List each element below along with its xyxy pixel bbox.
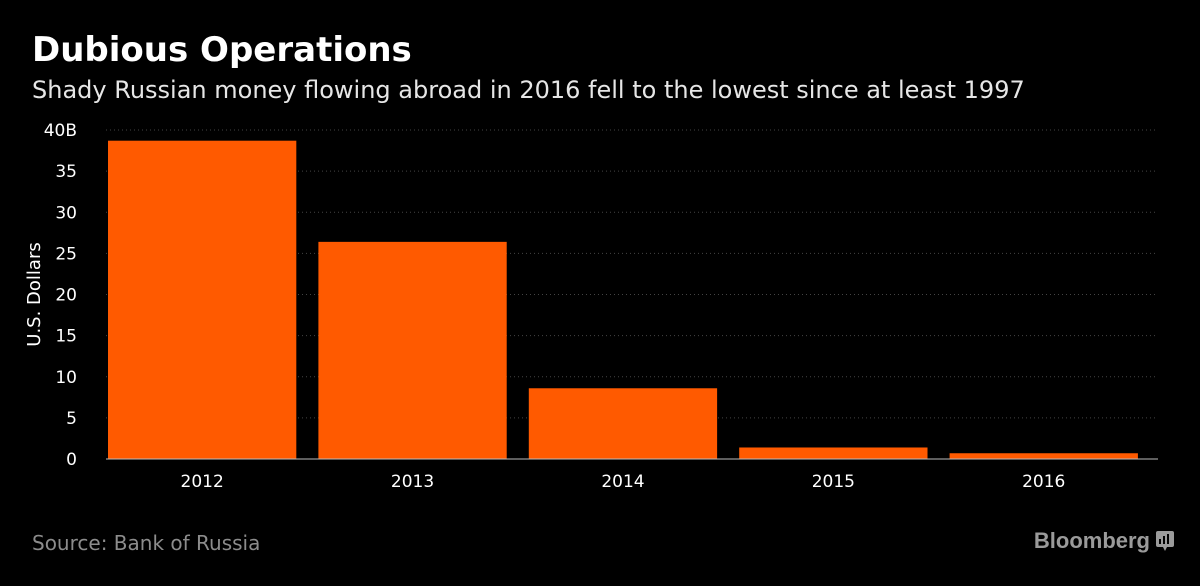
x-tick-label: 2012 [181, 472, 224, 492]
y-tick-label: 30 [55, 203, 77, 223]
bar-2013 [318, 241, 507, 459]
y-tick-label: 25 [55, 244, 77, 264]
y-tick-label: 20 [55, 286, 77, 306]
x-tick-label: 2016 [1022, 472, 1065, 492]
bar-2014 [528, 388, 718, 459]
y-axis-label: U.S. Dollars [24, 242, 45, 346]
x-tick-label: 2013 [391, 472, 434, 492]
x-tick-label: 2015 [812, 472, 855, 492]
y-tick-label: 0 [66, 450, 77, 470]
y-tick-label: 10 [55, 368, 77, 388]
chart-subtitle: Shady Russian money flowing abroad in 20… [32, 76, 1025, 104]
y-tick-label: 40B [44, 121, 77, 141]
brand-logo: Bloomberg [1034, 528, 1174, 554]
y-tick-label: 15 [55, 327, 77, 347]
y-tick-label: 35 [55, 162, 77, 182]
x-tick-label: 2014 [601, 472, 644, 492]
source-note: Source: Bank of Russia [32, 531, 261, 555]
brand-name: Bloomberg [1033, 528, 1150, 553]
chart-title: Dubious Operations [32, 30, 412, 70]
y-tick-label: 5 [66, 409, 77, 429]
bar-2016 [949, 453, 1138, 459]
bar-2015 [739, 447, 928, 459]
bloomberg-terminal-icon [1156, 531, 1174, 551]
bar-2012 [108, 140, 297, 459]
